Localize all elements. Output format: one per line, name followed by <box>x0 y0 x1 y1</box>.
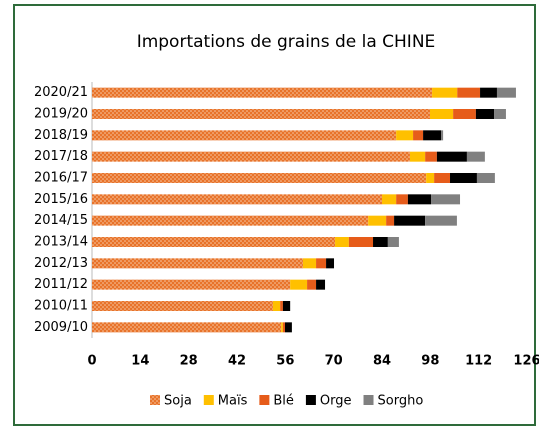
bar-segment <box>494 109 506 119</box>
bar-segment <box>92 279 291 290</box>
bar-segment <box>348 237 374 247</box>
bar-segment <box>92 215 369 226</box>
bar-segment <box>326 258 335 269</box>
bar-segment <box>92 237 336 247</box>
bar-segment <box>92 109 430 119</box>
bar-segment <box>335 237 349 247</box>
bar-segment <box>316 279 326 290</box>
bar-segment <box>368 215 387 226</box>
bar-segment <box>466 151 485 162</box>
bar-segment <box>92 151 410 162</box>
x-tick-label: 0 <box>87 354 96 369</box>
chart-title: Importations de grains de la CHINE <box>137 32 436 52</box>
bar-segment <box>453 109 476 119</box>
bar-segment <box>429 109 454 119</box>
y-tick-label: 2013/14 <box>34 235 88 250</box>
bar-segment <box>432 87 458 98</box>
bar-segment <box>282 322 285 333</box>
bar-segment <box>281 322 283 333</box>
legend-label: Sorgho <box>378 394 424 409</box>
legend-label: Orge <box>320 394 352 409</box>
bar-segment <box>480 87 497 98</box>
y-tick-label: 2019/20 <box>34 107 88 122</box>
bar-segment <box>441 130 444 141</box>
y-tick-label: 2016/17 <box>34 171 88 186</box>
bar-segment <box>386 215 395 226</box>
bar-segment <box>457 87 481 98</box>
y-tick-label: 2012/13 <box>34 256 88 271</box>
legend-label: Maïs <box>218 394 248 409</box>
x-tick-label: 42 <box>228 354 246 369</box>
x-tick-label: 28 <box>180 354 198 369</box>
y-tick-label: 2009/10 <box>34 320 88 335</box>
bar-segment <box>413 130 424 141</box>
y-tick-label: 2018/19 <box>34 128 88 143</box>
bar-segment <box>475 109 495 119</box>
bar-segment <box>280 301 283 311</box>
bar-segment <box>450 173 477 183</box>
bar-segment <box>92 130 397 141</box>
bar-segment <box>290 279 308 290</box>
legend-swatch <box>150 395 160 405</box>
bar-segment <box>284 322 292 333</box>
bar-segment <box>394 215 426 226</box>
x-tick-label: 56 <box>276 354 294 369</box>
x-tick-label: 112 <box>465 354 492 369</box>
legend-label: Blé <box>273 394 294 409</box>
bar-segment <box>423 130 442 141</box>
bar-segment <box>92 194 382 205</box>
bar-segment <box>396 194 408 205</box>
y-tick-label: 2017/18 <box>34 149 88 164</box>
bar-segment <box>373 237 388 247</box>
bar-segment <box>92 258 303 269</box>
frame <box>13 4 536 426</box>
x-tick-label: 70 <box>325 354 343 369</box>
bar-segment <box>382 194 397 205</box>
bar-segment <box>426 173 435 183</box>
bar-segment <box>316 258 327 269</box>
x-tick-label: 84 <box>373 354 391 369</box>
bar-segment <box>436 151 467 162</box>
bar-segment <box>409 151 426 162</box>
bar-segment <box>92 87 433 98</box>
y-tick-label: 2014/15 <box>34 213 88 228</box>
legend-label: Soja <box>164 394 192 409</box>
bar-segment <box>496 87 516 98</box>
x-tick-label: 14 <box>131 354 149 369</box>
legend-swatch <box>363 395 374 405</box>
bar-segment <box>434 173 451 183</box>
bar-segment <box>92 322 282 333</box>
y-tick-label: 2020/21 <box>34 85 88 100</box>
legend-swatch <box>305 395 316 405</box>
legend-swatch <box>259 395 270 405</box>
bar-segment <box>396 130 414 141</box>
bar-segment <box>407 194 432 205</box>
bar-segment <box>92 173 427 183</box>
y-tick-label: 2015/16 <box>34 192 88 207</box>
bar-segment <box>307 279 317 290</box>
legend-swatch <box>203 395 214 405</box>
bar-segment <box>431 194 461 205</box>
x-tick-label: 98 <box>421 354 439 369</box>
bar-segment <box>282 301 291 311</box>
bar-segment <box>302 258 317 269</box>
bar-segment <box>425 215 457 226</box>
bar-segment <box>425 151 437 162</box>
bar-segment <box>272 301 281 311</box>
bar-segment <box>476 173 495 183</box>
bar-segment <box>92 301 273 311</box>
bar-segment <box>387 237 399 247</box>
x-tick-label: 126 <box>513 354 539 369</box>
y-tick-label: 2011/12 <box>34 277 88 292</box>
y-tick-label: 2010/11 <box>34 299 88 314</box>
